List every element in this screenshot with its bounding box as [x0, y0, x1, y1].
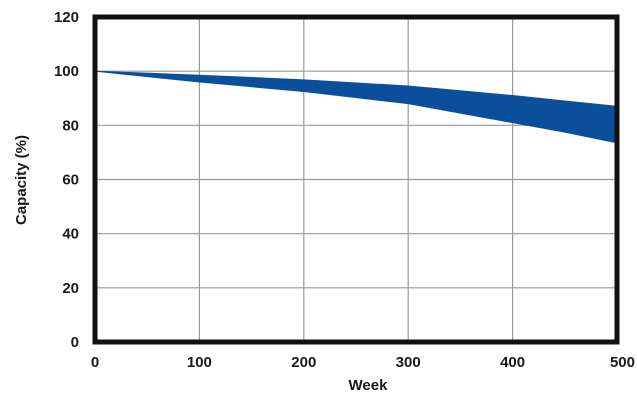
x-tick-label: 200 — [291, 354, 316, 371]
plot-frame — [92, 14, 620, 345]
x-axis-title: Week — [349, 377, 389, 394]
y-tick-label: 120 — [54, 9, 79, 26]
x-tick-label: 0 — [91, 354, 99, 371]
y-axis-title: Capacity (%) — [13, 135, 30, 225]
grid-lines — [95, 17, 617, 342]
x-tick-label: 400 — [500, 354, 525, 371]
y-tick-label: 40 — [62, 226, 79, 243]
x-tick-label: 500 — [610, 354, 635, 371]
y-tick-label: 80 — [62, 117, 79, 134]
y-tick-label: 20 — [62, 280, 79, 297]
y-tick-label: 100 — [54, 63, 79, 80]
x-tick-label: 100 — [187, 354, 212, 371]
y-axis-ticks: 0 20 40 60 80 100 120 — [54, 9, 79, 351]
y-tick-label: 60 — [62, 172, 79, 189]
capacity-band — [94, 70, 618, 144]
x-tick-label: 300 — [396, 354, 421, 371]
x-axis-ticks: 0 100 200 300 400 500 — [91, 354, 635, 371]
y-tick-label: 0 — [71, 334, 79, 351]
